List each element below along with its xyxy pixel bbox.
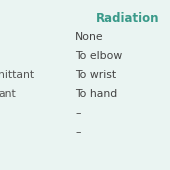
Text: To wrist: To wrist xyxy=(75,70,116,80)
Text: –: – xyxy=(75,127,81,137)
Text: To elbow: To elbow xyxy=(75,51,122,61)
Text: nittant: nittant xyxy=(0,70,34,80)
Text: To hand: To hand xyxy=(75,89,117,99)
Text: Radiation: Radiation xyxy=(96,12,160,25)
Text: None: None xyxy=(75,32,104,42)
Text: –: – xyxy=(75,108,81,118)
Text: ant: ant xyxy=(0,89,16,99)
